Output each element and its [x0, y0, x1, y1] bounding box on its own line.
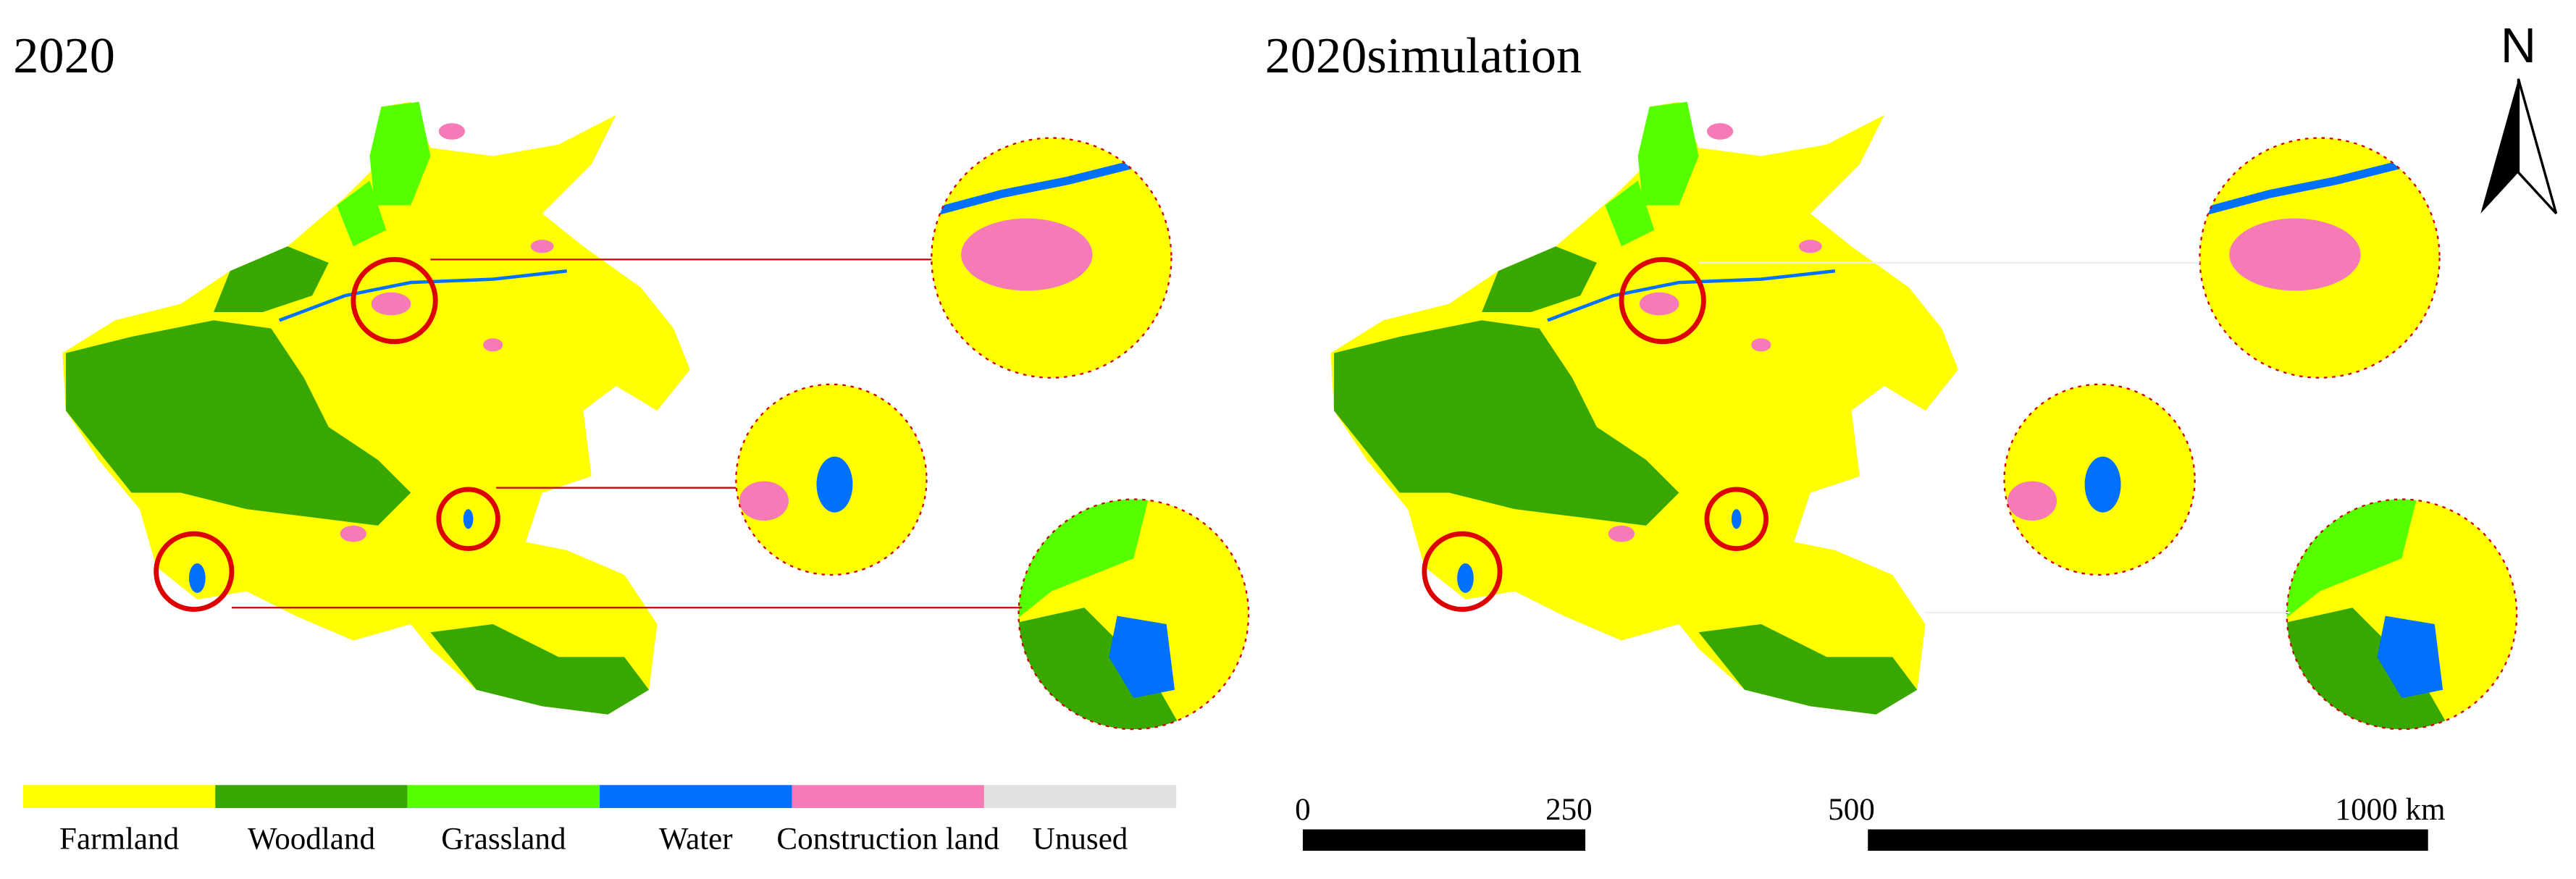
panel-title: 2020simulation — [1265, 28, 1582, 84]
legend-swatch — [407, 785, 600, 809]
legend-swatch — [215, 785, 408, 809]
legend-swatch — [22, 785, 216, 809]
legend-label: Water — [659, 823, 733, 857]
scale-label: 0 — [1295, 793, 1311, 827]
legend-swatch — [792, 785, 984, 809]
map-panel — [1330, 102, 2525, 739]
scale-label: 250 — [1545, 793, 1593, 827]
legend-swatch — [983, 785, 1177, 809]
legend-label: Unused — [1033, 823, 1128, 857]
scale-bar: 0 250 500 1000 km — [1295, 793, 2446, 851]
north-arrow: N — [2480, 18, 2558, 215]
scale-label: 500 — [1828, 793, 1875, 827]
legend-label: Farmland — [59, 823, 180, 857]
legend: Farmland Woodland Grassland Water Constructi… — [22, 785, 1177, 857]
north-label: N — [2501, 18, 2536, 73]
map-panel — [62, 102, 1256, 739]
legend-label: Grassland — [441, 823, 566, 857]
panel-title: 2020 — [13, 28, 115, 84]
scale-label: 1000 km — [2336, 793, 2446, 827]
legend-label: Woodland — [248, 823, 375, 857]
legend-label: Construction land — [776, 823, 999, 857]
legend-swatch — [600, 785, 792, 809]
